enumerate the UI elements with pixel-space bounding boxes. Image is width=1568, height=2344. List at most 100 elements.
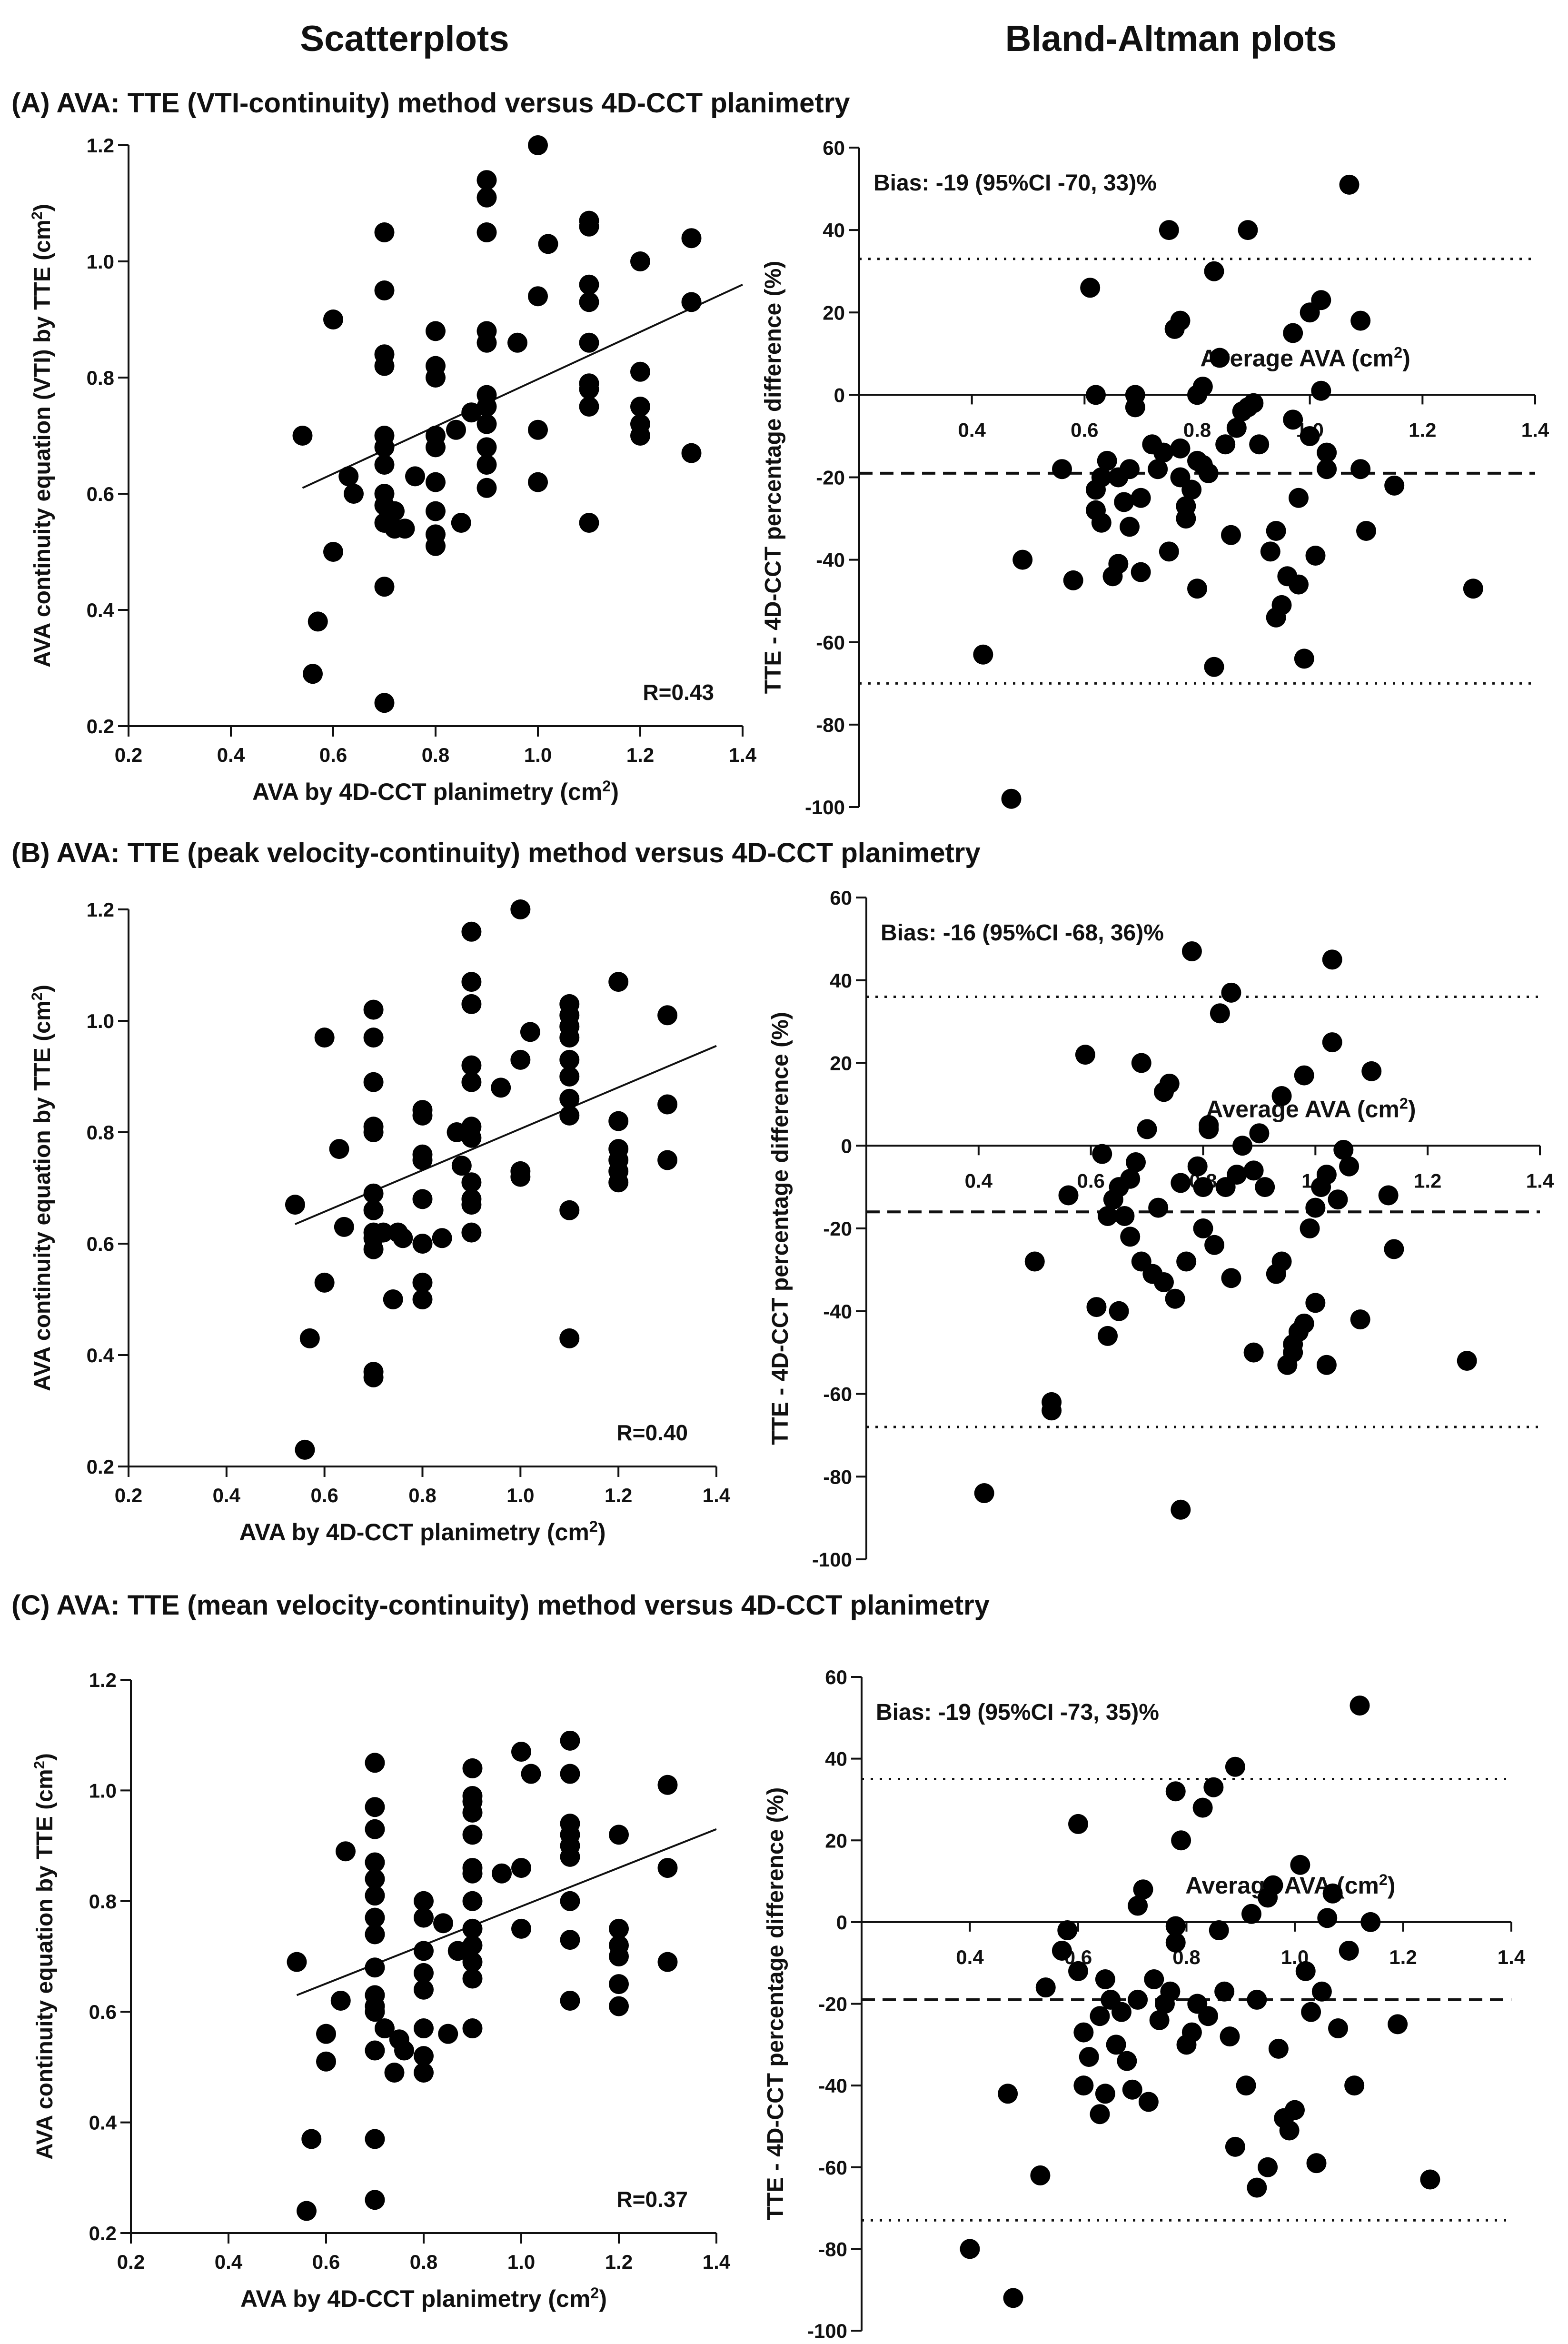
data-point [461,1055,482,1076]
r-value-label: R=0.43 [643,680,714,705]
data-point [365,1797,385,1817]
data-point [412,1189,433,1209]
data-point [412,1234,433,1254]
y-tick-label: -20 [818,1993,847,2015]
y-axis-label: AVA continuity equation by TTE (cm2) [31,1753,58,2160]
data-point [998,2084,1018,2104]
y-tick-label: -100 [812,1548,852,1571]
data-point [1073,2075,1094,2096]
data-point [1300,426,1320,446]
data-point [1243,1160,1264,1181]
data-point [1192,1797,1213,1818]
data-point [1344,2075,1365,2096]
data-point [1198,463,1219,483]
data-point [528,419,548,440]
data-point [1317,1908,1338,1928]
data-point [446,419,466,440]
data-point [1090,2104,1110,2125]
data-point [462,1952,483,1972]
data-point [285,1195,305,1215]
y-tick-label: 40 [825,1748,847,1770]
data-point [363,1122,384,1142]
x-axis-label: Average AVA (cm2) [1185,1871,1395,1899]
data-point [579,379,599,399]
data-point [1204,261,1224,281]
data-point [1153,1272,1174,1292]
y-tick-label: -60 [823,1383,852,1406]
y-tick-label: 20 [830,1052,852,1075]
data-point [507,332,527,353]
data-point [365,1869,385,1889]
data-point [609,1996,629,2016]
data-point [414,2018,434,2039]
y-tick-label: 0.4 [89,2112,117,2134]
x-tick-label: 0.4 [965,1169,993,1192]
data-point [1165,1916,1186,1936]
bias-label: Bias: -19 (95%CI -70, 33)% [873,170,1157,196]
x-tick-label: 0.2 [117,2251,145,2273]
data-point [1384,475,1405,496]
y-tick-label: 1.2 [87,898,114,921]
data-point [314,1027,335,1048]
data-point [1198,2006,1218,2026]
y-tick-label: 0.2 [87,1456,114,1478]
data-point [1090,2006,1110,2026]
data-point [1170,438,1191,459]
data-point [657,1094,678,1115]
data-point [630,426,650,446]
x-tick-label: 1.0 [524,744,552,766]
data-point [363,1072,384,1092]
data-point [528,472,548,492]
data-point [476,332,497,353]
data-point [1160,1981,1181,2002]
data-point [1220,2026,1240,2047]
data-point [476,222,497,242]
data-point [609,1974,629,1995]
y-tick-label: 60 [823,137,845,159]
data-point [375,2018,395,2039]
data-point [1311,380,1331,401]
data-point [412,1289,433,1309]
x-tick-label: 0.4 [213,1484,241,1506]
row-title-b: (B) AVA: TTE (peak velocity-continuity) … [11,838,981,868]
data-point [461,1195,482,1215]
data-point [303,664,323,684]
data-point [559,1200,580,1220]
data-point [1133,1879,1153,1900]
data-point [1322,1883,1343,1904]
y-tick-label: 1.0 [89,1779,117,1802]
y-tick-label: 0.6 [87,483,114,505]
y-tick-label: 0.6 [87,1233,114,1255]
data-point [1283,409,1303,430]
data-point [1079,2047,1099,2067]
data-point [1106,2035,1126,2055]
data-point [1243,393,1264,413]
data-point [1232,1136,1253,1156]
data-point [1187,1156,1208,1177]
data-point [451,1156,472,1176]
data-point [1120,459,1140,479]
data-point [560,1846,580,1867]
y-tick-label: 0 [841,1135,852,1157]
data-point [323,309,343,329]
data-point [1290,1855,1310,1875]
data-point [1420,2169,1440,2190]
data-point [462,1802,483,1823]
data-point [412,1272,433,1293]
y-tick-label: 20 [823,301,845,324]
y-tick-label: 0.6 [89,2001,117,2023]
y-axis-label: AVA continuity equation by TTE (cm2) [29,985,56,1391]
y-tick-label: 0.4 [87,599,115,621]
x-tick-label: 0.8 [408,1484,436,1506]
data-point [1350,310,1371,331]
data-point [1384,1239,1404,1259]
data-point [1339,174,1360,195]
data-point [1350,1696,1370,1716]
data-point [657,1775,678,1795]
data-point [476,170,497,190]
data-point [1241,1904,1261,1924]
data-point [608,972,629,992]
x-tick-label: 1.4 [1498,1946,1526,1968]
data-point [559,1328,580,1348]
data-point [314,1272,335,1293]
